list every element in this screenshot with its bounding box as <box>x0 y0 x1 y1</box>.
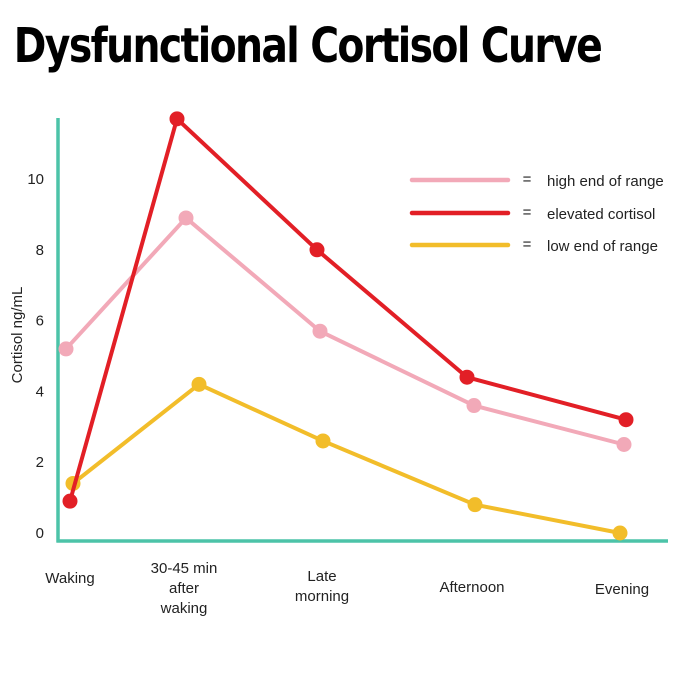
data-point <box>618 412 634 428</box>
y-tick-label: 6 <box>36 313 44 330</box>
data-point <box>312 323 328 339</box>
data-point <box>612 525 628 541</box>
y-axis-label: Cortisol ng/mL <box>9 287 26 384</box>
data-point <box>191 376 207 392</box>
series-line <box>68 116 627 502</box>
series-line <box>71 382 621 535</box>
x-tick-label: Afternoon <box>439 579 504 596</box>
x-tick-label: 30-45 min after waking <box>151 560 218 617</box>
legend-equals: = <box>523 171 532 188</box>
y-tick-label: 0 <box>36 525 44 542</box>
chart-title: Dysfunctional Cortisol Curve <box>13 18 603 74</box>
data-point <box>62 493 78 509</box>
y-tick-label: 4 <box>36 383 44 400</box>
data-point <box>58 341 74 357</box>
data-point <box>169 111 185 127</box>
y-tick-label: 8 <box>36 242 44 259</box>
data-point <box>459 369 475 385</box>
y-tick-label: 2 <box>36 454 44 471</box>
data-point <box>309 242 325 258</box>
data-point <box>178 210 194 226</box>
legend-label: low end of range <box>547 238 658 255</box>
data-point <box>616 437 632 452</box>
y-tick-label: 10 <box>27 171 44 188</box>
legend-label: elevated cortisol <box>547 206 655 223</box>
legend-label: high end of range <box>547 173 664 190</box>
data-point <box>467 497 483 513</box>
x-tick-label: Waking <box>45 570 94 587</box>
legend-equals: = <box>523 204 532 221</box>
series-line <box>64 215 625 447</box>
x-tick-label: Late morning <box>295 568 349 605</box>
x-tick-label: Evening <box>595 581 649 598</box>
legend-equals: = <box>523 236 532 253</box>
data-point <box>466 398 482 414</box>
data-point <box>315 433 331 449</box>
